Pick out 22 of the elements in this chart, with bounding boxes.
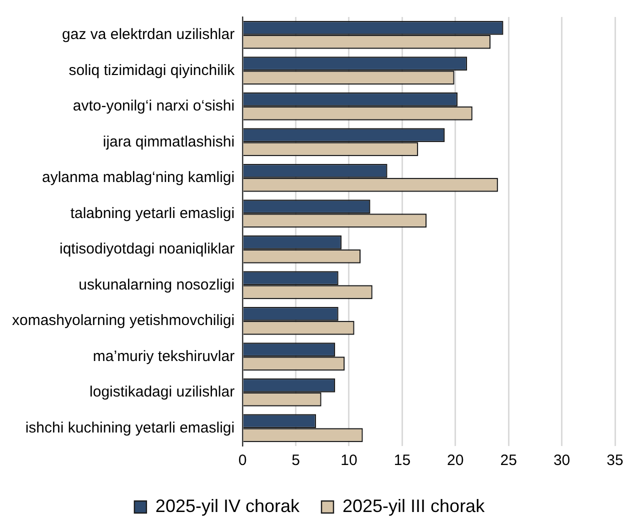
y-tick-label: xomashyolarning yetishmovchiligi (12, 312, 235, 330)
legend-label: 2025-yil III chorak (342, 496, 486, 516)
y-tick-label: ishchi kuchining yetarli emasligi (25, 419, 235, 436)
y-tick-label: aylanma mablag‘ning kamligi (42, 169, 235, 186)
y-tick-label: ma’muriy tekshiruvlar (92, 348, 235, 365)
x-tick-label: 0 (238, 452, 247, 470)
x-tick-label: 25 (500, 452, 517, 470)
y-tick-label: avto-yonilg‘i narxi o‘sishi (72, 98, 235, 115)
y-tick-label: uskunalarning nosozligi (78, 276, 235, 294)
x-tick-label: 20 (447, 452, 464, 470)
legend-label: 2025-yil IV chorak (155, 496, 300, 516)
y-tick-label: ijara qimmatlashishi (102, 133, 235, 150)
x-tick-label: 5 (292, 452, 300, 470)
y-tick-label: soliq tizimidagi qiyinchilik (68, 62, 236, 79)
y-tick-label: logistikadagi uzilishlar (90, 384, 235, 401)
y-tick-label: talabning yetarli emasligi (70, 204, 235, 222)
y-tick-label: gaz va elektrdan uzilishlar (62, 26, 235, 44)
x-tick-label: 35 (606, 452, 624, 470)
x-tick-label: 15 (394, 452, 411, 470)
x-tick-label: 30 (553, 452, 570, 470)
y-tick-label: iqtisodiyotdagi noaniqliklar (59, 240, 235, 258)
x-tick-label: 10 (340, 452, 358, 470)
